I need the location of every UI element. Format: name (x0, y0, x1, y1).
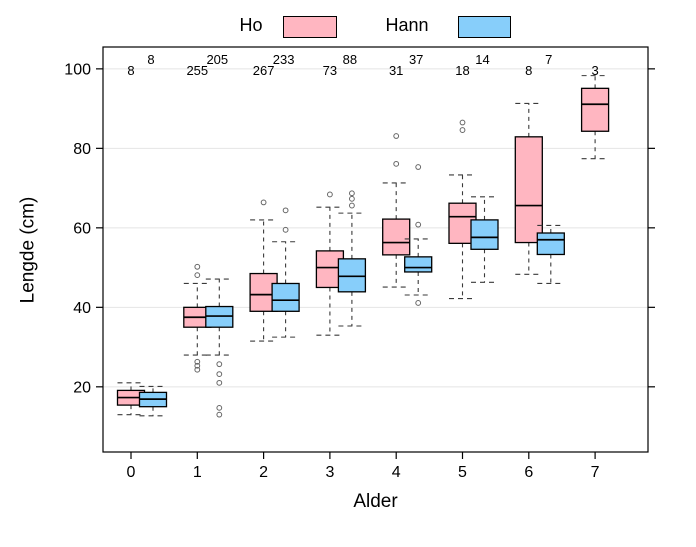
outlier-hann-age-4 (415, 300, 422, 306)
outlier-ho-age-1 (194, 263, 201, 270)
box-hann-age-5 (470, 219, 499, 250)
outlier-ho-age-1 (194, 362, 201, 369)
outlier-hann-age-2 (282, 226, 289, 233)
outlier-hann-age-3 (349, 190, 355, 197)
outlier-hann-age-4 (415, 164, 422, 170)
box-hann-age-4 (404, 256, 433, 273)
outlier-ho-age-1 (194, 358, 201, 365)
outlier-hann-age-1 (216, 361, 223, 368)
outlier-hann-age-1 (216, 371, 223, 378)
x-tick-label: 7 (591, 464, 600, 481)
outlier-hann-age-2 (282, 207, 289, 214)
outlier-ho-age-2 (260, 199, 267, 206)
count-label-hann: 233 (273, 52, 295, 67)
count-label-ho: 73 (323, 63, 337, 78)
outlier-ho-age-1 (194, 272, 201, 279)
box-hann-age-2 (271, 282, 300, 312)
count-label-ho: 267 (253, 63, 275, 78)
count-label-hann: 7 (545, 52, 552, 67)
outlier-ho-age-3 (327, 191, 333, 198)
y-tick-label: 20 (73, 379, 91, 396)
outlier-hann-age-4 (415, 221, 422, 228)
count-label-hann: 88 (343, 52, 357, 67)
y-tick-label: 60 (73, 220, 91, 237)
count-label-ho: 8 (525, 63, 532, 78)
y-tick-label: 80 (73, 141, 91, 158)
x-tick-label: 0 (127, 464, 136, 481)
outlier-ho-age-5 (459, 127, 466, 133)
x-tick-label: 1 (193, 464, 202, 481)
legend-swatch-ho-icon (283, 16, 337, 38)
outlier-hann-age-1 (216, 411, 223, 418)
outlier-ho-age-4 (393, 160, 400, 167)
x-axis-title: Alder (353, 491, 398, 512)
y-tick-label: 40 (73, 300, 91, 317)
outlier-hann-age-3 (349, 202, 355, 209)
legend-label-hann: Hann (385, 15, 429, 35)
box-hann-age-6 (536, 232, 565, 256)
count-label-ho: 3 (591, 63, 598, 78)
count-label-ho: 8 (127, 63, 134, 78)
box-ho-age-6 (514, 136, 543, 244)
outlier-hann-age-1 (216, 379, 223, 386)
y-tick-label: 100 (64, 61, 91, 78)
plot-border (102, 46, 649, 453)
outlier-hann-age-1 (216, 404, 223, 411)
x-tick-label: 2 (259, 464, 268, 481)
x-tick-label: 3 (325, 464, 334, 481)
box-ho-age-7 (580, 87, 610, 132)
count-label-ho: 255 (186, 63, 208, 78)
count-label-hann: 37 (409, 52, 423, 67)
count-label-ho: 18 (455, 63, 469, 78)
x-tick-label: 5 (458, 464, 467, 481)
x-tick-label: 6 (524, 464, 533, 481)
box-ho-age-4 (382, 218, 411, 256)
x-tick-label: 4 (392, 464, 401, 481)
box-hann-age-3 (337, 258, 367, 293)
count-label-ho: 31 (389, 63, 403, 78)
count-label-hann: 14 (475, 52, 489, 67)
outlier-hann-age-3 (349, 195, 355, 202)
outlier-ho-age-4 (393, 133, 400, 139)
outlier-ho-age-1 (194, 366, 201, 373)
legend-swatch-hann-icon (458, 16, 511, 38)
count-label-hann: 205 (206, 52, 228, 67)
count-label-hann: 8 (147, 52, 154, 67)
outlier-ho-age-5 (459, 119, 466, 126)
legend-label-ho: Ho (239, 15, 263, 35)
